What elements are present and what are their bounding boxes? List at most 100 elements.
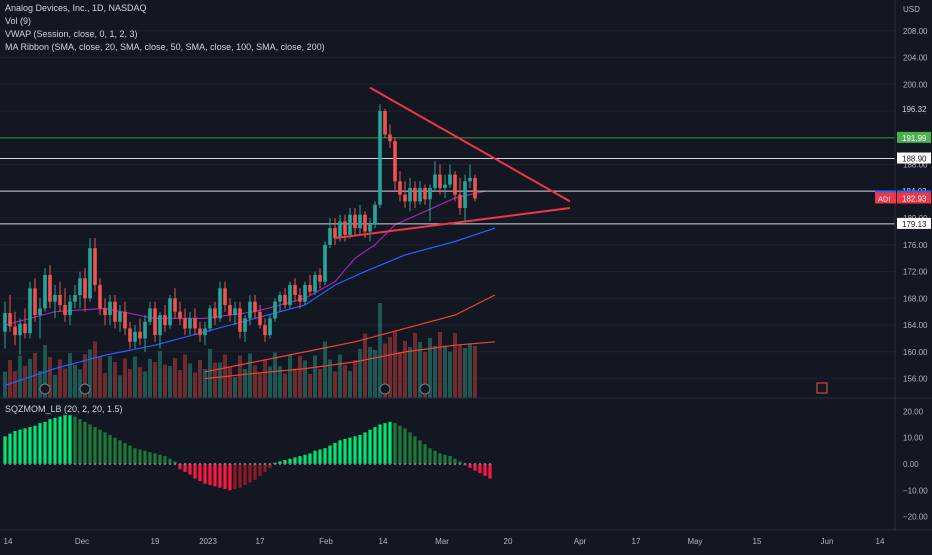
squeeze-dot: [348, 462, 352, 466]
earnings-future-marker: [816, 382, 828, 394]
momentum-bar: [473, 464, 477, 471]
volume-bar: [38, 371, 42, 398]
candle-body: [393, 141, 397, 182]
squeeze-dot: [268, 462, 272, 466]
vol-legend[interactable]: Vol (9): [5, 16, 32, 26]
momentum-bar: [268, 464, 272, 468]
volume-bar: [418, 342, 422, 398]
candle-body: [308, 284, 312, 292]
price-badge: 196.32: [897, 102, 931, 114]
price-tick-label: 176.00: [903, 241, 928, 250]
candle-body: [198, 328, 202, 336]
ma-line: [204, 294, 496, 373]
squeeze-dot: [258, 462, 262, 466]
squeeze-dot: [208, 462, 212, 466]
momentum-bar: [343, 438, 347, 464]
squeeze-dot: [248, 462, 252, 466]
earnings-marker: [379, 383, 391, 395]
volume-bar: [293, 368, 297, 398]
volume-bar: [253, 365, 257, 398]
volume-bar: [243, 369, 247, 398]
momentum-bar: [228, 464, 232, 491]
candle-body: [223, 288, 227, 306]
momentum-bar: [278, 461, 282, 464]
squeeze-dot: [38, 462, 42, 466]
candle: [253, 295, 257, 319]
candle: [223, 281, 227, 312]
momentum-bar: [118, 440, 122, 464]
candle-body: [63, 305, 67, 316]
momentum-bar: [253, 464, 257, 480]
momentum-bar: [38, 423, 42, 464]
candle-body: [333, 228, 337, 239]
volume-bar: [468, 344, 472, 398]
time-axis-label: 15: [753, 537, 762, 546]
candle: [358, 204, 362, 235]
volume-bar: [258, 373, 262, 398]
candle: [348, 208, 352, 239]
candle: [173, 288, 177, 319]
volume-bar: [8, 360, 12, 398]
candle: [113, 295, 117, 329]
ma-ribbon-legend[interactable]: MA Ribbon (SMA, close, 20, SMA, close, 5…: [5, 42, 325, 52]
volume-bar: [248, 353, 252, 398]
squeeze-dot: [433, 462, 437, 466]
candle: [28, 281, 32, 339]
squeeze-dot: [318, 462, 322, 466]
volume-bar: [158, 351, 162, 398]
volume-bar: [13, 371, 17, 398]
price-badge-bg: [897, 217, 931, 229]
candle: [103, 298, 107, 326]
volume-bar: [473, 345, 477, 398]
volume-bar: [333, 371, 337, 398]
squeeze-dot: [423, 462, 427, 466]
candle-body: [388, 134, 392, 142]
squeeze-dot: [448, 462, 452, 466]
squeeze-dot: [73, 462, 77, 466]
squeeze-dot: [48, 462, 52, 466]
candle-body: [243, 318, 247, 332]
squeeze-dot: [233, 462, 237, 466]
squeeze-dot: [488, 462, 492, 466]
volume-bar: [288, 355, 292, 398]
candle: [18, 318, 22, 356]
candle: [188, 311, 192, 336]
momentum-bar: [178, 464, 182, 470]
squeeze-dot: [68, 462, 72, 466]
momentum-bar: [403, 428, 407, 464]
volume-bar: [18, 355, 22, 398]
candle: [118, 305, 122, 332]
candle-body: [323, 244, 327, 282]
squeeze-dot: [33, 462, 37, 466]
price-badge-tag-bg: [875, 192, 896, 204]
volume-bar: [263, 360, 267, 398]
squeeze-dot: [363, 462, 367, 466]
momentum-bar: [348, 437, 352, 464]
sqzmom-legend[interactable]: SQZMOM_LB (20, 2, 20, 1.5): [5, 404, 123, 414]
squeeze-dot: [63, 462, 67, 466]
candle-body: [278, 295, 282, 302]
candle: [438, 164, 442, 195]
squeeze-dot: [403, 462, 407, 466]
price-tick-label: 188.00: [903, 161, 928, 170]
candle-body: [113, 301, 117, 322]
symbol-legend[interactable]: Analog Devices, Inc., 1D, NASDAQ: [5, 3, 147, 13]
volume-bar: [23, 365, 27, 398]
candle-body: [3, 313, 7, 332]
momentum-bar: [133, 448, 137, 464]
price-badge-bg: [897, 131, 931, 143]
time-axis-label: 14: [876, 537, 885, 546]
momentum-bar: [233, 464, 237, 490]
momentum-bar: [328, 445, 332, 464]
momentum-bar: [18, 429, 22, 464]
momentum-bar: [398, 425, 402, 464]
candle-body: [433, 174, 437, 188]
candle-body: [458, 194, 462, 209]
candle-body: [263, 325, 267, 336]
time-axis-label: 17: [632, 537, 641, 546]
vwap-legend[interactable]: VWAP (Session, close, 0, 1, 2, 3): [5, 29, 138, 39]
volume-bar: [428, 337, 432, 398]
candle: [43, 268, 47, 312]
squeeze-dot: [383, 462, 387, 466]
squeeze-dot: [43, 462, 47, 466]
